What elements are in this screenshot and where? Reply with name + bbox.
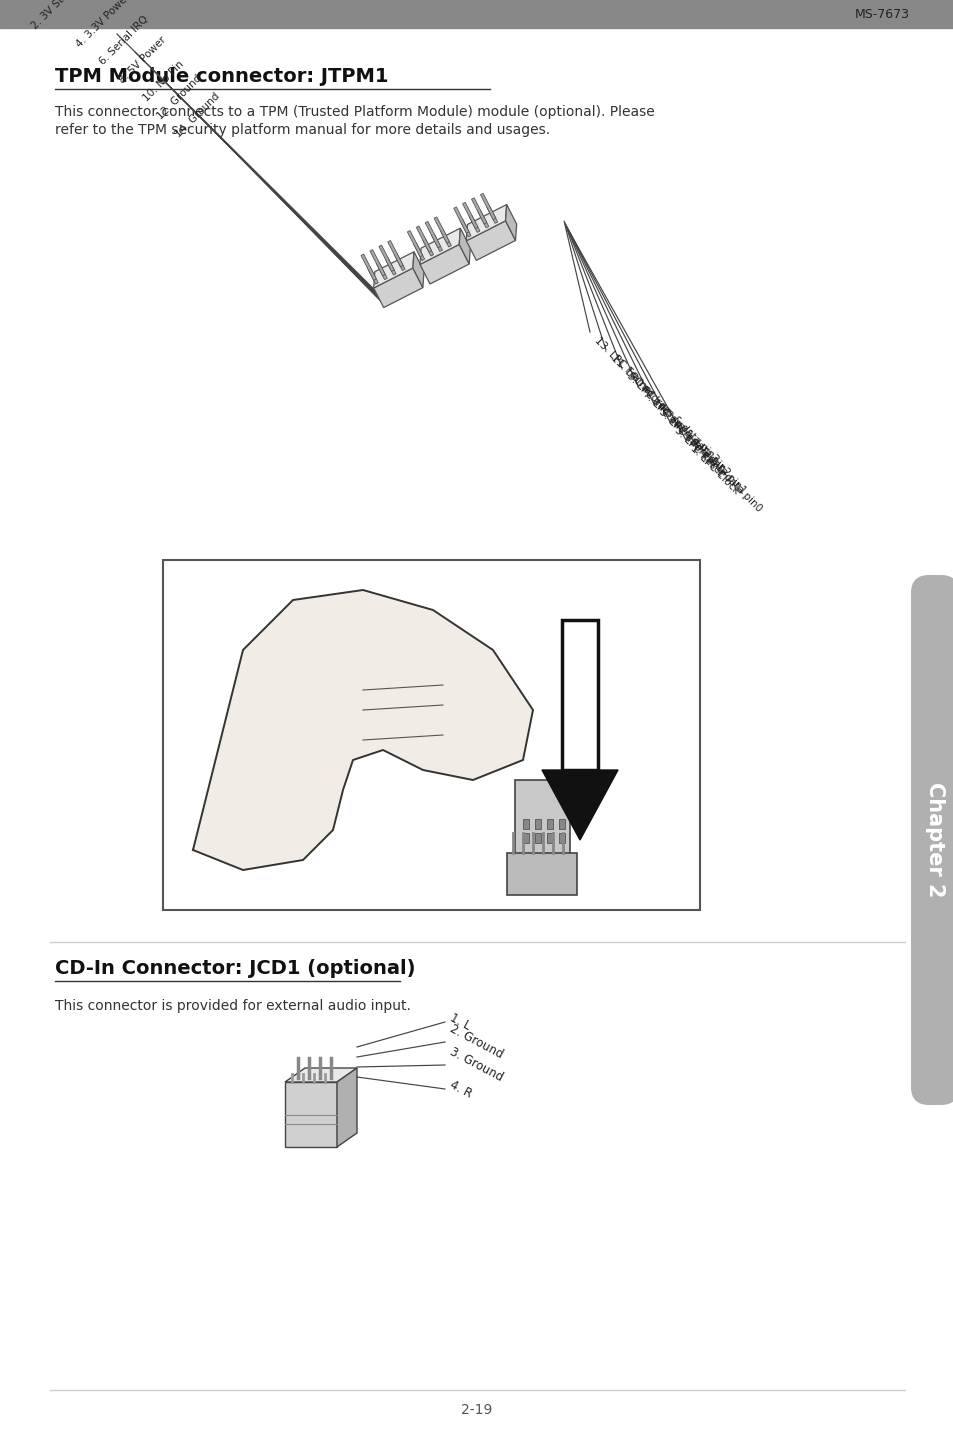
Text: 1. LPC Clock: 1. LPC Clock [688,442,740,495]
FancyBboxPatch shape [910,576,953,1106]
Bar [506,853,577,895]
Bar [535,819,540,829]
Text: 3. Ground: 3. Ground [448,1045,505,1084]
Polygon shape [459,219,471,236]
Text: This connector connects to a TPM (Trusted Platform Module) module (optional). Pl: This connector connects to a TPM (Truste… [55,105,654,119]
Text: TPM Module connector: JTPM1: TPM Module connector: JTPM1 [55,67,388,86]
Bar [546,833,553,843]
Text: MS-7673: MS-7673 [854,7,909,20]
Polygon shape [407,231,422,256]
Text: 12. Ground: 12. Ground [155,73,204,120]
Text: Chapter 2: Chapter 2 [924,782,944,898]
Text: 4. R: 4. R [448,1078,474,1100]
Bar [535,833,540,843]
Polygon shape [394,253,405,271]
Polygon shape [541,770,618,841]
Polygon shape [336,1068,356,1147]
Polygon shape [387,241,403,266]
Polygon shape [425,222,440,248]
Polygon shape [422,239,433,256]
Polygon shape [419,228,460,265]
Polygon shape [486,206,497,223]
Polygon shape [440,229,451,246]
Polygon shape [414,243,424,261]
Text: 8. 5V Power: 8. 5V Power [117,34,168,84]
Polygon shape [434,216,449,243]
Polygon shape [466,205,506,241]
Bar [515,780,569,855]
Polygon shape [477,211,488,228]
Text: refer to the TPM security platform manual for more details and usages.: refer to the TPM security platform manua… [55,123,550,137]
Bar [558,833,564,843]
Bar [561,620,598,770]
Polygon shape [462,202,477,229]
Text: 1. L: 1. L [448,1011,473,1032]
Bar [163,560,700,909]
Bar [0,0,953,29]
Polygon shape [505,205,517,241]
Polygon shape [385,258,395,275]
Polygon shape [285,1083,336,1147]
Polygon shape [285,1068,356,1083]
Text: 7. LPC address & data pin1: 7. LPC address & data pin1 [640,390,747,495]
Text: 14. Ground: 14. Ground [173,90,222,139]
Text: 4. 3.3V Power: 4. 3.3V Power [74,0,132,49]
Polygon shape [360,253,376,281]
Polygon shape [374,268,422,308]
Text: 3. LPC Reset: 3. LPC Reset [672,425,725,478]
Bar [546,819,553,829]
Polygon shape [413,252,423,288]
Polygon shape [466,221,515,261]
Polygon shape [374,252,414,288]
Text: CD-In Connector: JCD1 (optional): CD-In Connector: JCD1 (optional) [55,959,416,978]
Bar [522,833,529,843]
Text: This connector is provided for external audio input.: This connector is provided for external … [55,1000,411,1012]
Text: 13. LPC Frame: 13. LPC Frame [593,335,653,395]
Polygon shape [367,266,378,284]
Polygon shape [370,249,385,276]
Bar [558,819,564,829]
Polygon shape [469,215,479,232]
Text: 2. Ground: 2. Ground [448,1022,505,1061]
Polygon shape [376,262,387,279]
Polygon shape [431,233,442,252]
Text: 2-19: 2-19 [461,1403,492,1418]
Text: 9. LPC address & data pin2: 9. LPC address & data pin2 [624,371,731,478]
Bar [522,819,529,829]
Text: 2. 3V Standby power: 2. 3V Standby power [30,0,113,32]
Polygon shape [416,226,431,252]
Polygon shape [471,198,486,225]
Polygon shape [454,206,469,233]
Text: 11. LPC address & data pin3: 11. LPC address & data pin3 [608,354,720,464]
Text: 6. Serial IRQ: 6. Serial IRQ [97,14,150,67]
Polygon shape [378,245,394,271]
Text: 5. LPC address & data pin0: 5. LPC address & data pin0 [657,407,763,514]
Polygon shape [458,228,470,263]
Polygon shape [480,193,496,219]
Polygon shape [193,590,533,871]
Polygon shape [419,245,469,284]
Text: 10. No Pin: 10. No Pin [141,59,186,103]
